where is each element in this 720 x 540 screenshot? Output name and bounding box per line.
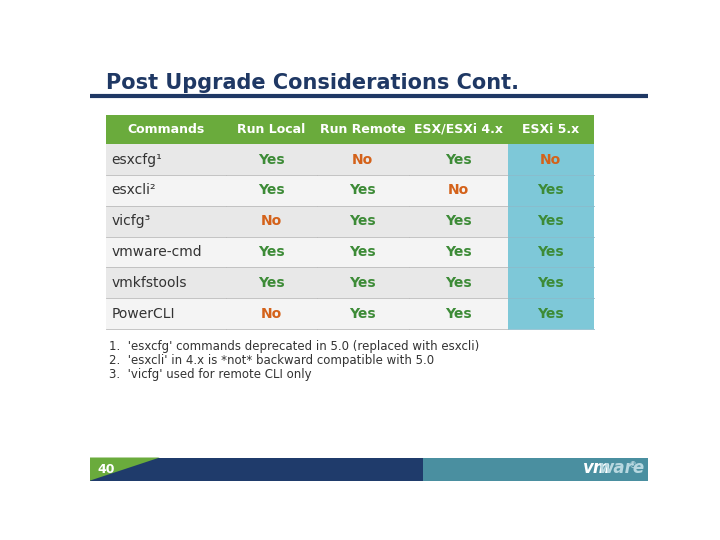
Bar — [508, 115, 594, 144]
Text: Yes: Yes — [537, 307, 564, 321]
Text: Yes: Yes — [258, 245, 284, 259]
Bar — [408, 267, 508, 298]
Text: esxcli²: esxcli² — [112, 183, 156, 197]
Bar — [508, 267, 594, 298]
Text: PowerCLI: PowerCLI — [112, 307, 175, 321]
Text: Yes: Yes — [445, 214, 472, 228]
Text: Post Upgrade Considerations Cont.: Post Upgrade Considerations Cont. — [106, 73, 518, 93]
Bar — [106, 175, 225, 206]
Bar — [317, 237, 408, 267]
Text: Yes: Yes — [445, 276, 472, 289]
Bar — [106, 115, 225, 144]
Text: Run Remote: Run Remote — [320, 123, 405, 136]
Text: Yes: Yes — [445, 152, 472, 166]
Bar — [508, 237, 594, 267]
Text: Yes: Yes — [258, 276, 284, 289]
Bar — [225, 115, 317, 144]
Bar — [317, 206, 408, 237]
Bar — [317, 298, 408, 329]
Text: Yes: Yes — [537, 245, 564, 259]
Text: vicfg³: vicfg³ — [112, 214, 151, 228]
Bar — [225, 267, 317, 298]
Bar — [423, 457, 648, 481]
Bar — [408, 206, 508, 237]
Text: No: No — [540, 152, 562, 166]
Text: Yes: Yes — [349, 245, 376, 259]
Bar — [317, 115, 408, 144]
Text: 40: 40 — [98, 463, 115, 476]
Text: ESX/ESXi 4.x: ESX/ESXi 4.x — [413, 123, 503, 136]
Text: Yes: Yes — [349, 183, 376, 197]
Bar — [408, 237, 508, 267]
Text: No: No — [261, 307, 282, 321]
Bar — [508, 298, 594, 329]
Bar — [508, 175, 594, 206]
Text: No: No — [352, 152, 374, 166]
Bar — [317, 267, 408, 298]
Bar — [225, 144, 317, 175]
Text: Yes: Yes — [537, 183, 564, 197]
Bar — [106, 298, 225, 329]
Text: Yes: Yes — [537, 214, 564, 228]
Text: No: No — [261, 214, 282, 228]
Text: Yes: Yes — [349, 214, 376, 228]
Text: Yes: Yes — [349, 276, 376, 289]
Text: Yes: Yes — [537, 276, 564, 289]
Bar — [225, 237, 317, 267]
Text: Yes: Yes — [258, 183, 284, 197]
Text: ®: ® — [629, 462, 637, 470]
Bar — [225, 298, 317, 329]
Text: esxcfg¹: esxcfg¹ — [112, 152, 163, 166]
Bar — [408, 175, 508, 206]
Text: vmware-cmd: vmware-cmd — [112, 245, 202, 259]
Text: 3.  'vicfg' used for remote CLI only: 3. 'vicfg' used for remote CLI only — [109, 368, 312, 381]
Bar — [106, 144, 225, 175]
Text: Commands: Commands — [127, 123, 204, 136]
Text: ware: ware — [598, 460, 644, 477]
Text: Yes: Yes — [258, 152, 284, 166]
Bar — [408, 298, 508, 329]
Bar — [508, 144, 594, 175]
Text: vm: vm — [583, 460, 611, 477]
Bar — [317, 144, 408, 175]
Text: Yes: Yes — [445, 307, 472, 321]
Text: ESXi 5.x: ESXi 5.x — [522, 123, 580, 136]
Text: Run Local: Run Local — [237, 123, 305, 136]
Bar — [408, 115, 508, 144]
Text: vmkfstools: vmkfstools — [112, 276, 187, 289]
Text: Yes: Yes — [445, 245, 472, 259]
Polygon shape — [90, 457, 160, 481]
Text: No: No — [448, 183, 469, 197]
Bar — [106, 237, 225, 267]
Bar — [508, 206, 594, 237]
Bar — [225, 206, 317, 237]
Bar — [408, 144, 508, 175]
Bar — [106, 267, 225, 298]
Text: 2.  'esxcli' in 4.x is *not* backward compatible with 5.0: 2. 'esxcli' in 4.x is *not* backward com… — [109, 354, 434, 367]
Bar — [90, 457, 648, 481]
Text: Yes: Yes — [349, 307, 376, 321]
Bar — [106, 206, 225, 237]
Text: 1.  'esxcfg' commands deprecated in 5.0 (replaced with esxcli): 1. 'esxcfg' commands deprecated in 5.0 (… — [109, 340, 480, 354]
Bar — [225, 175, 317, 206]
Bar — [317, 175, 408, 206]
